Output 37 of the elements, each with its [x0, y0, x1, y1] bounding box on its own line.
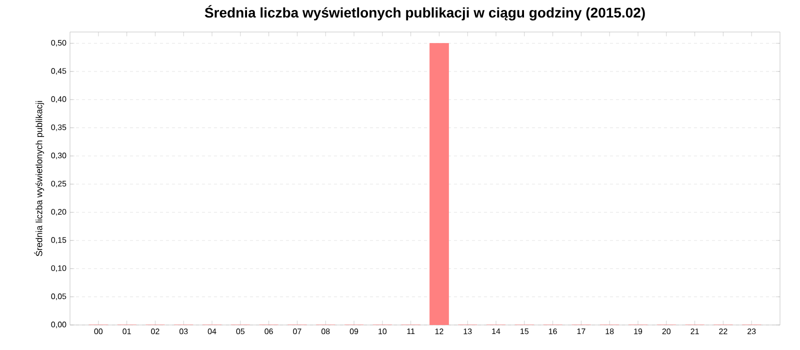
chart-title: Średnia liczba wyświetlonych publikacji w ciągu godziny (2015.02)	[204, 5, 645, 20]
y-tick-label: 0,00	[51, 322, 66, 328]
x-tick-label: 23	[748, 328, 756, 334]
x-tick-label: 03	[179, 328, 188, 334]
x-tick-label: 20	[662, 328, 671, 334]
x-tick-label: 08	[321, 328, 330, 334]
y-axis-title: Średnia liczba wyświetlonych publikacji	[34, 101, 44, 256]
x-tick-label: 17	[577, 328, 586, 334]
y-tick-label: 0,20	[51, 208, 66, 216]
x-tick-label: 13	[464, 328, 472, 334]
y-tick-label: 0,25	[51, 180, 66, 188]
y-tick-label: 0,40	[51, 96, 66, 103]
x-tick-label: 00	[94, 328, 103, 334]
x-tick-label: 21	[690, 328, 699, 334]
x-tick-label: 01	[122, 328, 131, 334]
y-tick-label: 0,10	[51, 265, 66, 272]
x-tick-label: 19	[634, 328, 642, 334]
x-tick-label: 10	[378, 328, 387, 334]
y-tick-label: 0,15	[51, 237, 66, 244]
x-tick-label: 06	[264, 328, 273, 334]
x-tick-label: 09	[350, 328, 358, 334]
x-tick-label: 15	[520, 328, 529, 334]
x-tick-label: 18	[606, 328, 614, 334]
x-tick-label: 22	[719, 328, 728, 334]
x-tick-label: 04	[208, 328, 216, 334]
x-tick-label: 07	[293, 328, 302, 334]
y-tick-label: 0,30	[51, 152, 66, 160]
x-tick-label: 16	[548, 328, 557, 334]
x-tick-label: 05	[236, 328, 245, 334]
x-tick-label: 02	[151, 328, 160, 334]
y-tick-label: 0,45	[51, 68, 66, 75]
y-tick-label: 0,05	[51, 294, 66, 300]
x-tick-label: 14	[492, 328, 500, 334]
x-tick-label: 12	[435, 328, 444, 334]
y-tick-label: 0,35	[51, 124, 66, 132]
x-tick-label: 11	[407, 328, 415, 334]
y-tick-label: 0,50	[51, 40, 66, 47]
